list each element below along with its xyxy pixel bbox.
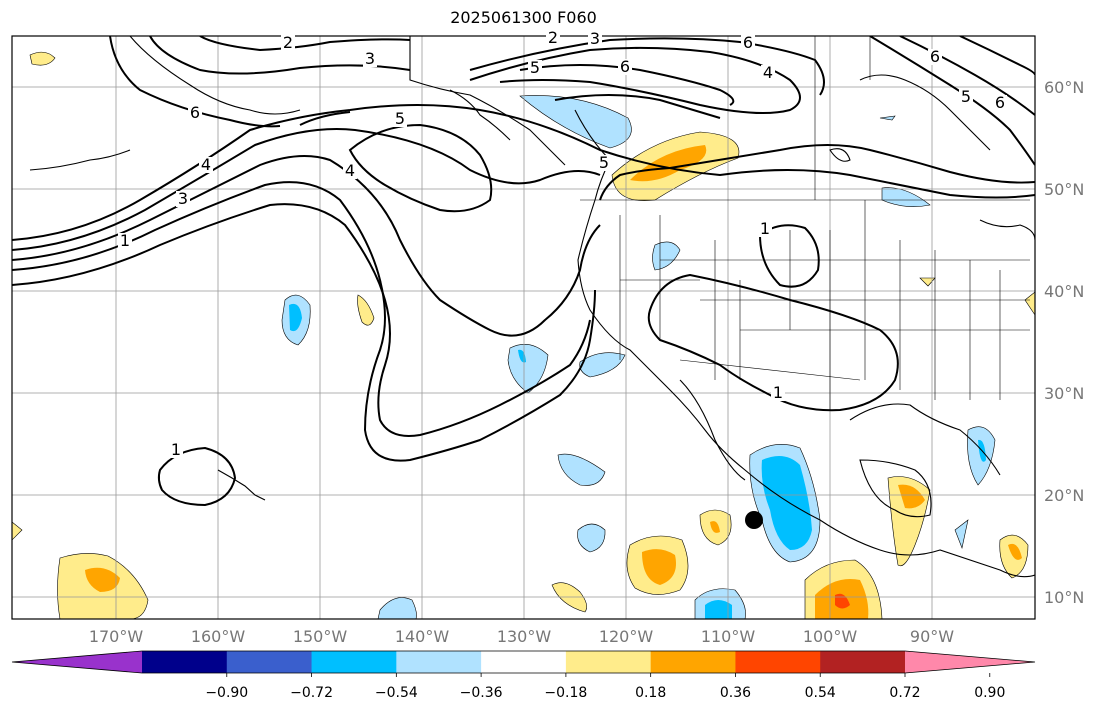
contour-label: 4 <box>345 161 355 180</box>
map-frame <box>11 35 1036 620</box>
contour-label-bg <box>281 35 295 51</box>
political-borders <box>580 36 1030 410</box>
contour-label-bg <box>188 105 202 121</box>
colorbar-segment <box>820 651 906 673</box>
contour-label: 4 <box>763 63 773 82</box>
colorbar-segment <box>735 651 821 673</box>
colorbar-tick-label: −0.18 <box>544 685 587 701</box>
colorbar-segment <box>396 651 482 673</box>
lat-label: 40°N <box>1044 282 1084 301</box>
lat-label: 50°N <box>1044 180 1084 199</box>
contour-label-bg <box>199 157 213 173</box>
contour-label-bg <box>118 233 132 249</box>
colorbar-segment <box>311 651 397 673</box>
lat-label: 20°N <box>1044 486 1084 505</box>
colorbar-segment <box>142 651 228 673</box>
contour-label: 3 <box>590 29 600 48</box>
lon-label: 130°W <box>497 627 552 646</box>
lon-label: 170°W <box>89 627 144 646</box>
lat-label: 60°N <box>1044 78 1084 97</box>
contour-label-bg <box>618 59 632 75</box>
contour-label: 6 <box>743 33 753 52</box>
colorbar-tick-label: 0.36 <box>720 685 751 701</box>
contour-label: 6 <box>995 93 1005 112</box>
anomaly-shading <box>12 51 1035 619</box>
contour-label-bg <box>588 31 602 47</box>
contour-label-bg <box>528 60 542 76</box>
lon-label: 100°W <box>803 627 858 646</box>
contour-label-bg <box>393 111 407 127</box>
colorbar-tick-label: −0.72 <box>290 685 333 701</box>
longitude-labels: 170°W 160°W 150°W 140°W 130°W 120°W 110°W 100°W… <box>89 627 954 646</box>
contour-label-bg <box>928 49 942 65</box>
contour-label: 5 <box>961 87 971 106</box>
contour-label-bg <box>363 51 377 67</box>
storm-center-marker <box>745 511 763 529</box>
contour-label: 2 <box>548 28 558 47</box>
contour-label: 5 <box>395 109 405 128</box>
colorbar-segment <box>226 651 313 673</box>
colorbar-segments <box>11 650 1036 674</box>
lat-label: 30°N <box>1044 384 1084 403</box>
colorbar-extend-low <box>12 651 142 673</box>
contour-label: 5 <box>530 58 540 77</box>
colorbar-tick-label: 0.54 <box>805 685 836 701</box>
contour-label-bg <box>546 30 560 46</box>
contour-label: 6 <box>190 103 200 122</box>
height-contours <box>12 36 1035 507</box>
lon-label: 120°W <box>599 627 654 646</box>
lon-label: 110°W <box>701 627 756 646</box>
colorbar-tick-label: −0.90 <box>205 685 248 701</box>
contour-label-bg <box>761 65 775 81</box>
colorbar-tick-labels: −0.90 −0.72 −0.54 −0.36 −0.18 0.18 0.36 0.54 0.7… <box>205 673 1005 701</box>
contour-label: 4 <box>201 155 211 174</box>
lon-label: 90°W <box>910 627 954 646</box>
colorbar-tick-label: 0.90 <box>974 685 1005 701</box>
contour-label: 1 <box>760 219 770 238</box>
contour-label: 5 <box>599 153 609 172</box>
latitude-labels: 60°N 50°N 40°N 30°N 20°N 10°N <box>1044 78 1084 607</box>
contour-label-bg <box>771 385 785 401</box>
colorbar-segment <box>650 651 736 673</box>
contour-label: 3 <box>178 189 188 208</box>
contour-label: 3 <box>365 49 375 68</box>
contour-label: 6 <box>620 57 630 76</box>
contour-label: 1 <box>773 383 783 402</box>
contour-label: 6 <box>930 47 940 66</box>
coastlines <box>29 36 1035 578</box>
contour-label-bg <box>597 155 611 171</box>
contour-label: 1 <box>120 231 130 250</box>
lat-label: 10°N <box>1044 588 1084 607</box>
contour-label-bg <box>343 163 357 179</box>
colorbar-extend-high <box>905 651 1035 673</box>
contour-label-bg <box>993 95 1007 111</box>
colorbar-outline <box>11 650 1036 674</box>
lon-label: 160°W <box>191 627 246 646</box>
lon-label: 140°W <box>395 627 450 646</box>
colorbar-segment <box>565 651 652 673</box>
contour-label-bg <box>959 89 973 105</box>
colorbar-tick-label: −0.36 <box>460 685 503 701</box>
contour-label: 1 <box>171 440 181 459</box>
contour-label-bg <box>758 221 772 237</box>
colorbar-segment <box>481 651 567 673</box>
colorbar-tick-label: −0.54 <box>375 685 418 701</box>
colorbar-tick-label: 0.18 <box>635 685 666 701</box>
contour-label: 2 <box>283 33 293 52</box>
colorbar-tick-label: 0.72 <box>889 685 920 701</box>
lon-label: 150°W <box>293 627 348 646</box>
map-title: 2025061300 F060 <box>450 8 597 27</box>
contour-label-bg <box>741 35 755 51</box>
contour-label-bg <box>176 191 190 207</box>
contour-label-bg <box>169 442 183 458</box>
